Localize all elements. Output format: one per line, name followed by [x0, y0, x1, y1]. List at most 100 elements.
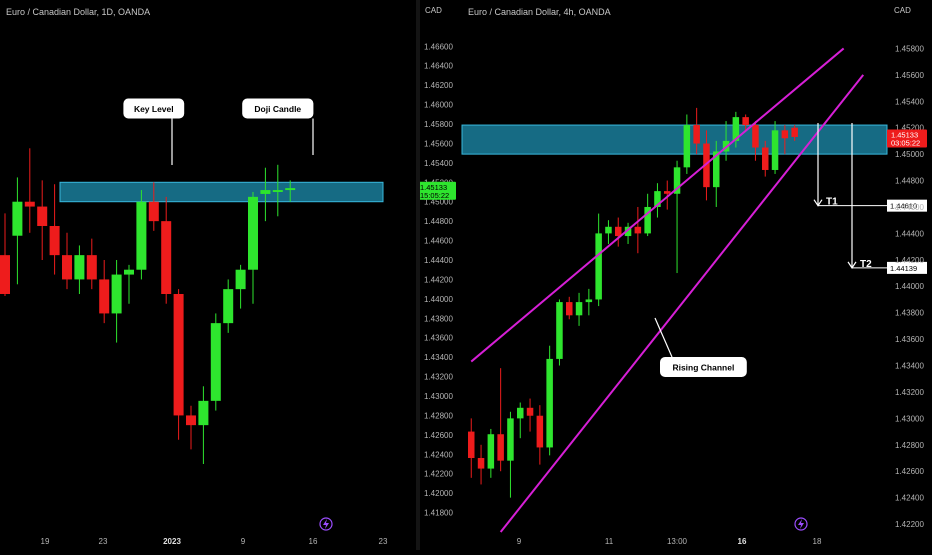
rising-channel-lines	[470, 47, 865, 533]
daily-chart-panel[interactable]: Euro / Canadian Dollar, 1D, OANDA CAD 1.…	[0, 6, 456, 546]
candle-body	[762, 147, 769, 170]
candle-body	[497, 434, 504, 461]
y-tick-label: 1.46400	[424, 62, 453, 71]
y-tick-label: 1.44600	[424, 237, 453, 246]
target-label: T1	[826, 197, 838, 208]
y-tick-label: 1.44000	[424, 295, 453, 304]
four-hour-resistance-zone	[461, 124, 888, 155]
current-price-badge	[416, 181, 456, 200]
candle-body	[517, 407, 524, 419]
channel-upper-line	[470, 47, 845, 363]
y-tick-label: 1.42400	[895, 494, 924, 503]
candle-body	[0, 255, 10, 294]
zone-rect	[461, 124, 888, 155]
y-tick-label: 1.46000	[424, 101, 453, 110]
target-price-badge	[887, 199, 927, 212]
candle-body	[111, 274, 122, 314]
y-tick-label: 1.42600	[895, 467, 924, 476]
channel-lower-line	[499, 74, 865, 533]
y-tick-label: 1.43200	[895, 388, 924, 397]
candle-body	[644, 206, 651, 234]
candle-body	[624, 226, 632, 237]
four-hour-lightning-icon[interactable]	[794, 517, 808, 531]
daily-lightning-icon[interactable]	[319, 517, 333, 531]
candle-body	[468, 431, 475, 459]
candle-body	[148, 201, 159, 222]
candle-body	[664, 191, 671, 194]
y-tick-label: 1.43800	[424, 314, 453, 323]
daily-currency-label: CAD	[425, 6, 442, 15]
target-price-badge	[887, 261, 927, 274]
y-tick-label: 1.44400	[424, 256, 453, 265]
four-hour-chart-panel[interactable]: Euro / Canadian Dollar, 4h, OANDA CAD T1…	[461, 6, 927, 546]
candle-body	[260, 190, 271, 194]
daily-candles	[0, 148, 296, 464]
x-tick-label: 2023	[163, 537, 181, 546]
current-price-value: 1.45133	[420, 183, 447, 192]
target-price-value: 1.44139	[890, 264, 917, 273]
y-tick-label: 1.43000	[424, 392, 453, 401]
y-tick-label: 1.43600	[895, 335, 924, 344]
y-tick-label: 1.45800	[895, 44, 924, 53]
target-arrows: T1 1.44610 T2 1.44139	[813, 123, 927, 274]
candle-body	[771, 130, 779, 170]
four-hour-candles	[468, 107, 798, 498]
x-tick-label: 19	[41, 537, 50, 546]
y-tick-label: 1.43800	[895, 309, 924, 318]
target-price-value: 1.44610	[890, 202, 917, 211]
x-tick-label: 18	[813, 537, 822, 546]
y-tick-label: 1.43400	[424, 353, 453, 362]
candle-body	[634, 226, 642, 234]
daily-chart-title: Euro / Canadian Dollar, 1D, OANDA	[6, 7, 150, 17]
y-tick-label: 1.44000	[895, 282, 924, 291]
candle-body	[173, 294, 184, 416]
candle-body	[235, 269, 246, 290]
y-tick-label: 1.43000	[895, 414, 924, 423]
annotation-label: Rising Channel	[672, 363, 734, 373]
candle-body	[556, 302, 563, 359]
y-tick-label: 1.42600	[424, 431, 453, 440]
candle-body	[12, 201, 23, 236]
y-tick-label: 1.44800	[895, 177, 924, 186]
candle-body	[752, 125, 759, 148]
candle-body	[74, 255, 85, 280]
four-hour-x-axis-ticks: 9 11 13:00 16 18	[517, 537, 822, 546]
current-price-countdown: 03:05:22	[891, 139, 920, 148]
daily-annotations: Key Level Doji Candle	[123, 98, 314, 165]
y-tick-label: 1.42200	[424, 470, 453, 479]
y-tick-label: 1.45600	[424, 139, 453, 148]
candle-body	[198, 400, 209, 426]
y-tick-label: 1.42200	[895, 520, 924, 529]
candle-body	[86, 255, 97, 280]
y-tick-label: 1.46600	[424, 42, 453, 51]
candle-body	[49, 226, 60, 256]
candle-body	[37, 206, 48, 226]
y-tick-label: 1.42800	[424, 411, 453, 420]
x-tick-label: 23	[99, 537, 108, 546]
candle-body	[124, 269, 134, 275]
candle-body	[575, 302, 583, 316]
four-hour-currency-label: CAD	[894, 6, 911, 15]
candle-body	[526, 407, 534, 416]
y-tick-label: 1.42000	[424, 489, 453, 498]
y-tick-label: 1.45400	[424, 159, 453, 168]
candle-body	[781, 130, 789, 139]
candle-body	[487, 434, 495, 469]
candle-body	[585, 299, 593, 303]
candle-body	[742, 117, 749, 126]
y-tick-label: 1.45000	[895, 150, 924, 159]
y-tick-label: 1.44200	[895, 256, 924, 265]
candle-body	[477, 458, 485, 469]
candle-body	[536, 415, 544, 448]
four-hour-y-axis-ticks: 1.45800 1.45600 1.45400 1.45200 1.45000 1.448…	[895, 44, 924, 529]
x-tick-label: 16	[738, 537, 747, 546]
y-tick-label: 1.45800	[424, 120, 453, 129]
daily-y-axis-ticks: 1.46600 1.46400 1.46200 1.46000 1.45800 1.456…	[424, 42, 453, 517]
zone-rect	[59, 181, 384, 203]
y-tick-label: 1.42800	[895, 441, 924, 450]
panel-divider	[416, 0, 420, 550]
candle-body	[693, 125, 700, 144]
y-tick-label: 1.43600	[424, 334, 453, 343]
candle-body	[595, 233, 602, 300]
candle-body	[24, 201, 35, 207]
